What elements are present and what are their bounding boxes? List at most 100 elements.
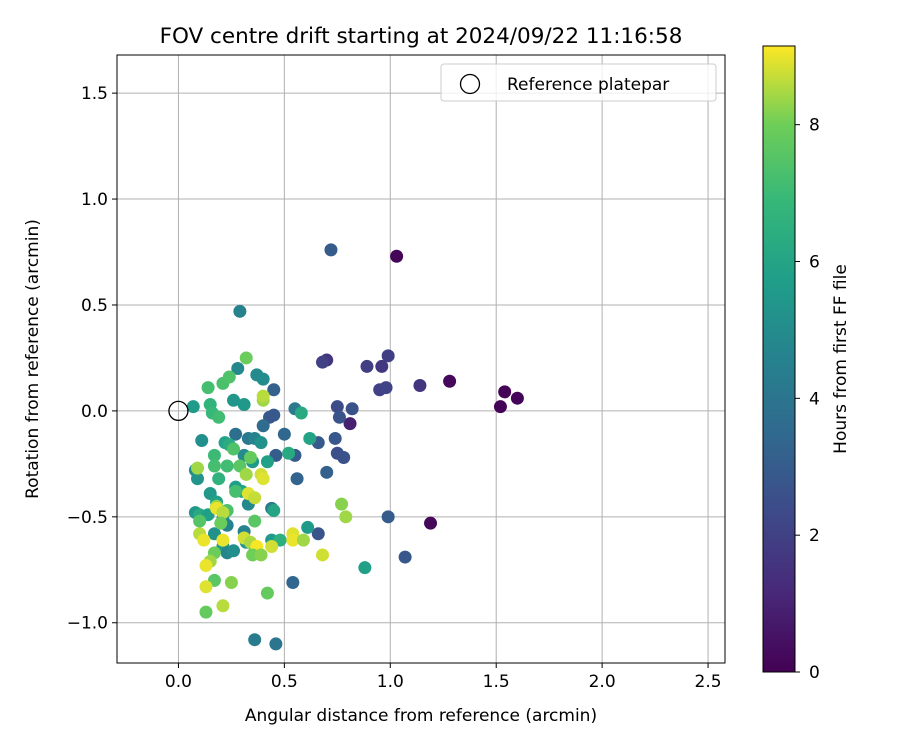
scatter-point [197,533,211,547]
x-tick-label: 0.5 [271,672,298,692]
x-tick-label: 2.0 [589,672,616,692]
scatter-point [381,349,395,363]
scatter-point [199,580,213,594]
scatter-points [186,243,524,651]
scatter-point [315,548,329,562]
scatter-point [199,559,213,573]
scatter-point [269,637,283,651]
scatter-point [424,516,438,530]
scatter-point [195,434,209,448]
scatter-point [216,506,230,520]
scatter-point [256,419,270,433]
scatter-point [498,385,512,399]
scatter-point [227,442,241,456]
scatter-point [267,503,281,517]
colorbar-tick-label: 6 [809,253,820,273]
scatter-point [254,548,268,562]
scatter-point [303,431,317,445]
colorbar-tick-label: 0 [809,663,820,683]
colorbar-tick-label: 4 [809,389,820,409]
scatter-point [193,514,207,528]
scatter-point [345,402,359,416]
legend-box [440,63,717,102]
scatter-point [330,400,344,414]
x-axis-label: Angular distance from reference (arcmin) [245,706,597,726]
y-tick-label: −0.5 [67,508,108,528]
y-tick-label: 1.5 [81,84,108,104]
scatter-point [290,472,304,486]
x-tick-label: 0.0 [165,672,192,692]
scatter-point [256,389,270,403]
scatter-point [227,544,241,558]
colorbar-gradient [762,45,796,673]
scatter-point [260,586,274,600]
y-tick-label: 0.5 [81,296,108,316]
scatter-point [282,446,296,460]
x-tick-label: 1.0 [377,672,404,692]
legend: Reference platepar [440,63,717,102]
scatter-point [191,461,205,475]
scatter-point [186,400,200,414]
x-tick-label: 2.5 [695,672,722,692]
scatter-point [227,393,241,407]
y-axis-label: Rotation from reference (arcmin) [23,219,43,499]
scatter-point [220,459,234,473]
scatter-point [324,243,338,257]
scatter-point [294,406,308,420]
scatter-point [277,427,291,441]
chart-title: FOV centre drift starting at 2024/09/22 … [160,24,683,49]
scatter-point [413,378,427,392]
scatter-point [320,465,334,479]
scatter-point [229,484,243,498]
scatter-point [443,374,457,388]
scatter-point [315,355,329,369]
scatter-point [248,633,262,647]
y-tick-label: 1.0 [81,190,108,210]
scatter-point [243,451,257,465]
scatter-point [510,391,524,405]
scatter-point [216,599,230,613]
grid [117,55,725,663]
scatter-point [239,467,253,481]
scatter-point [301,520,315,534]
scatter-point [337,451,351,465]
colorbar-label: Hours from first FF file [831,264,851,454]
scatter-point [358,561,372,575]
scatter-point [267,383,281,397]
scatter-point [231,362,245,376]
scatter-point [339,510,353,524]
scatter-point [343,417,357,431]
scatter-point [260,455,274,469]
scatter-point [207,448,221,462]
scatter-point [398,550,412,564]
scatter-point [207,459,221,473]
colorbar: 0 2 4 6 8 Hours from first FF file [762,45,851,683]
scatter-point [360,359,374,373]
reference-marker [168,400,189,422]
scatter-point [237,398,251,412]
scatter-point [311,527,325,541]
scatter-point [390,249,404,263]
scatter-point [286,575,300,589]
y-tick-label: −1.0 [67,614,108,634]
plot-frame [116,54,726,664]
x-axis-ticks: 0.0 0.5 1.0 1.5 2.0 2.5 [165,663,722,692]
colorbar-tick-label: 8 [809,116,820,136]
scatter-point [296,533,310,547]
scatter-point [239,351,253,365]
scatter-point [229,427,243,441]
scatter-point [379,381,393,395]
scatter-point [256,372,270,386]
scatter-point [286,533,300,547]
scatter-point [233,304,247,318]
x-tick-label: 1.5 [483,672,510,692]
scatter-point [212,472,226,486]
scatter-point [212,410,226,424]
legend-marker [459,73,481,95]
colorbar-tick-label: 2 [809,526,820,546]
scatter-point [254,436,268,450]
scatter-point [224,575,238,589]
scatter-point [375,359,389,373]
y-axis-ticks: −1.0 −0.5 0.0 0.5 1.0 1.5 [67,84,117,634]
